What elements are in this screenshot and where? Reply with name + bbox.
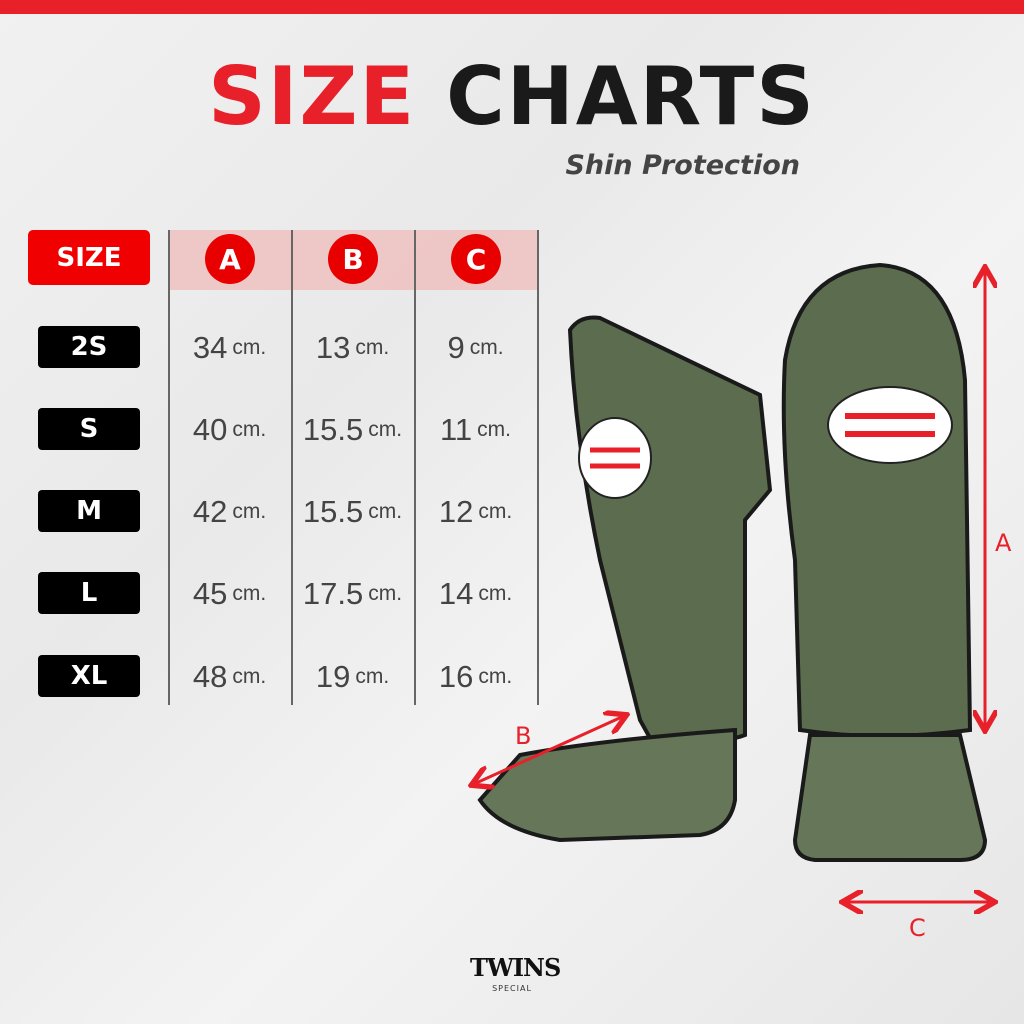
table-cell: 15.5 cm.	[292, 490, 413, 534]
title-charts: CHARTS	[446, 50, 816, 143]
cell-value: 42	[192, 494, 228, 529]
size-badge: XL	[38, 655, 140, 697]
cell-value: 16	[438, 659, 474, 694]
table-cell: 34 cm.	[169, 326, 290, 370]
cell-unit: cm.	[469, 336, 504, 359]
logo-word: TWINS	[470, 953, 561, 982]
table-cell: 12 cm.	[415, 490, 536, 534]
cell-value: 34	[192, 330, 228, 365]
cell-value: 13	[315, 330, 351, 365]
brand-badge-right	[827, 386, 953, 464]
table-cell: 16 cm.	[415, 655, 536, 699]
cell-value: 9	[447, 330, 465, 365]
brand-badge-left	[578, 417, 652, 499]
table-row: 2S 34 cm. 13 cm. 9 cm.	[0, 326, 540, 370]
cell-unit: cm.	[478, 665, 513, 688]
cell-unit: cm.	[232, 500, 267, 523]
size-badge: 2S	[38, 326, 140, 368]
cell-value: 48	[192, 659, 228, 694]
cell-unit: cm.	[368, 418, 403, 441]
cell-unit: cm.	[477, 418, 511, 441]
table-cell: 15.5 cm.	[292, 408, 413, 452]
cell-unit: cm.	[355, 336, 390, 359]
table-row: XL 48 cm. 19 cm. 16 cm.	[0, 655, 540, 699]
cell-value: 14	[438, 576, 474, 611]
column-divider	[291, 230, 293, 705]
cell-unit: cm.	[355, 665, 390, 688]
cell-unit: cm.	[232, 665, 267, 688]
cell-unit: cm.	[232, 336, 267, 359]
cell-unit: cm.	[478, 500, 513, 523]
page-subtitle: Shin Protection	[565, 150, 800, 181]
top-accent-bar	[0, 0, 1024, 14]
cell-value: 15.5	[302, 494, 364, 529]
logo-sub: SPECIAL	[492, 984, 532, 993]
size-badge: M	[38, 490, 140, 532]
table-cell: 17.5 cm.	[292, 572, 413, 616]
table-cell: 40 cm.	[169, 408, 290, 452]
table-cell: 48 cm.	[169, 655, 290, 699]
table-row: L 45 cm. 17.5 cm. 14 cm.	[0, 572, 540, 616]
size-badge: S	[38, 408, 140, 450]
cell-unit: cm.	[478, 582, 513, 605]
right-shin-guard	[781, 262, 988, 862]
column-divider	[537, 230, 539, 705]
brand-mark-right	[845, 413, 935, 437]
cell-value: 17.5	[302, 576, 364, 611]
table-cell: 14 cm.	[415, 572, 536, 616]
cell-value: 11	[439, 412, 473, 447]
cell-value: 40	[192, 412, 228, 447]
dimension-label-c: C	[909, 914, 926, 942]
cell-value: 15.5	[302, 412, 364, 447]
cell-unit: cm.	[232, 418, 267, 441]
dimension-label-b: B	[515, 722, 532, 750]
table-row: S 40 cm. 15.5 cm. 11 cm.	[0, 408, 540, 452]
page-title: SIZE CHARTS	[0, 52, 1024, 142]
table-cell: 45 cm.	[169, 572, 290, 616]
table-cell: 19 cm.	[292, 655, 413, 699]
dimension-arrow-b	[474, 716, 624, 784]
column-divider	[414, 230, 416, 705]
table-row: M 42 cm. 15.5 cm. 12 cm.	[0, 490, 540, 534]
column-divider	[168, 230, 170, 705]
cell-unit: cm.	[232, 582, 267, 605]
brand-mark-left	[590, 447, 640, 469]
cell-value: 45	[192, 576, 228, 611]
cell-value: 12	[438, 494, 474, 529]
size-badge: L	[38, 572, 140, 614]
column-header-b: B	[328, 234, 378, 284]
brand-logo: TWINS SPECIAL	[470, 953, 561, 994]
cell-unit: cm.	[368, 582, 403, 605]
cell-value: 19	[315, 659, 351, 694]
table-cell: 9 cm.	[415, 326, 536, 370]
table-cell: 11 cm.	[415, 408, 536, 452]
title-size: SIZE	[208, 50, 417, 143]
dimension-label-a: A	[995, 529, 1012, 557]
column-header-a: A	[205, 234, 255, 284]
table-cell: 13 cm.	[292, 326, 413, 370]
column-header-c: C	[451, 234, 501, 284]
cell-unit: cm.	[368, 500, 403, 523]
table-cell: 42 cm.	[169, 490, 290, 534]
size-column-header: SIZE	[28, 230, 150, 285]
